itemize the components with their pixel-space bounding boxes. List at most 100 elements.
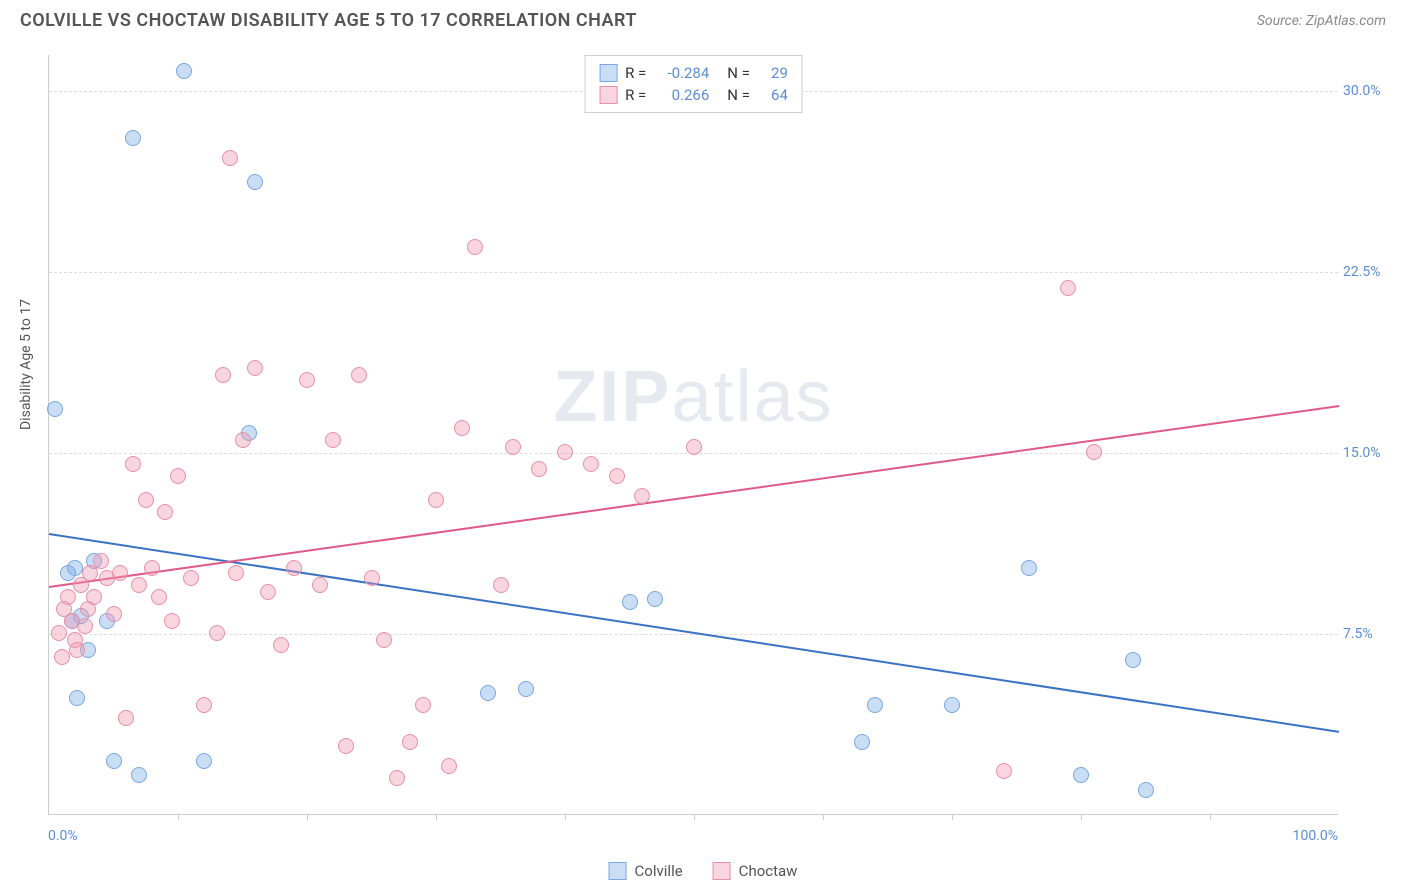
data-point	[505, 439, 521, 455]
data-point	[93, 553, 109, 569]
data-point	[222, 150, 238, 166]
data-point	[557, 444, 573, 460]
data-point	[415, 697, 431, 713]
data-point	[228, 565, 244, 581]
data-point	[686, 439, 702, 455]
trend-line	[49, 533, 1339, 733]
data-point	[69, 690, 85, 706]
data-point	[634, 488, 650, 504]
data-point	[196, 697, 212, 713]
chart-header: COLVILLE VS CHOCTAW DISABILITY AGE 5 TO …	[0, 0, 1406, 36]
data-point	[69, 642, 85, 658]
data-point	[273, 637, 289, 653]
gridline	[49, 272, 1338, 273]
data-point	[518, 681, 534, 697]
r-label: R =	[625, 86, 646, 104]
data-point	[312, 577, 328, 593]
data-point	[51, 625, 67, 641]
data-point	[609, 468, 625, 484]
data-point	[1138, 782, 1154, 798]
data-point	[389, 770, 405, 786]
data-point	[867, 697, 883, 713]
data-point	[338, 738, 354, 754]
data-point	[428, 492, 444, 508]
data-point	[376, 632, 392, 648]
data-point	[151, 589, 167, 605]
chart-plot-area: ZIPatlas 7.5%15.0%22.5%30.0% R =-0.284N …	[48, 55, 1338, 815]
data-point	[402, 734, 418, 750]
legend-row: R =0.266N =64	[599, 84, 788, 106]
data-point	[176, 63, 192, 79]
data-point	[118, 710, 134, 726]
x-tick	[952, 814, 953, 820]
data-point	[622, 594, 638, 610]
data-point	[247, 174, 263, 190]
data-point	[1086, 444, 1102, 460]
series-legend-item: Colville	[609, 862, 683, 880]
x-axis-max-label: 100.0%	[1293, 828, 1338, 844]
y-axis-label: Disability Age 5 to 17	[18, 299, 34, 430]
data-point	[493, 577, 509, 593]
legend-swatch	[599, 64, 617, 82]
data-point	[647, 591, 663, 607]
n-label: N =	[727, 64, 750, 82]
y-tick-label: 7.5%	[1343, 626, 1393, 642]
y-tick-label: 30.0%	[1343, 83, 1393, 99]
data-point	[157, 504, 173, 520]
data-point	[531, 461, 547, 477]
legend-swatch	[609, 862, 627, 880]
x-tick	[1081, 814, 1082, 820]
data-point	[144, 560, 160, 576]
n-label: N =	[727, 86, 750, 104]
data-point	[1060, 280, 1076, 296]
series-legend: Colville Choctaw	[609, 862, 798, 880]
data-point	[112, 565, 128, 581]
data-point	[467, 239, 483, 255]
legend-row: R =-0.284N =29	[599, 62, 788, 84]
y-tick-label: 15.0%	[1343, 445, 1393, 461]
data-point	[854, 734, 870, 750]
x-tick	[565, 814, 566, 820]
data-point	[1073, 767, 1089, 783]
data-point	[60, 589, 76, 605]
plot-surface: 7.5%15.0%22.5%30.0%	[49, 55, 1338, 814]
data-point	[996, 763, 1012, 779]
r-value: -0.284	[654, 64, 709, 82]
data-point	[1021, 560, 1037, 576]
data-point	[325, 432, 341, 448]
r-value: 0.266	[654, 86, 709, 104]
n-value: 29	[758, 64, 788, 82]
x-tick	[307, 814, 308, 820]
data-point	[351, 367, 367, 383]
correlation-legend: R =-0.284N =29R =0.266N =64	[584, 55, 803, 113]
data-point	[209, 625, 225, 641]
data-point	[125, 456, 141, 472]
x-tick	[178, 814, 179, 820]
x-tick	[694, 814, 695, 820]
series-name: Choctaw	[739, 862, 798, 880]
data-point	[183, 570, 199, 586]
x-tick	[1210, 814, 1211, 820]
data-point	[86, 589, 102, 605]
data-point	[131, 577, 147, 593]
series-name: Colville	[635, 862, 683, 880]
data-point	[77, 618, 93, 634]
x-tick	[436, 814, 437, 820]
data-point	[583, 456, 599, 472]
legend-swatch	[713, 862, 731, 880]
data-point	[235, 432, 251, 448]
chart-title: COLVILLE VS CHOCTAW DISABILITY AGE 5 TO …	[20, 10, 637, 31]
x-axis-min-label: 0.0%	[48, 828, 78, 844]
data-point	[138, 492, 154, 508]
data-point	[196, 753, 212, 769]
source-attribution: Source: ZipAtlas.com	[1257, 13, 1386, 29]
data-point	[364, 570, 380, 586]
data-point	[54, 649, 70, 665]
y-tick-label: 22.5%	[1343, 264, 1393, 280]
data-point	[131, 767, 147, 783]
data-point	[1125, 652, 1141, 668]
legend-swatch	[599, 86, 617, 104]
data-point	[441, 758, 457, 774]
data-point	[215, 367, 231, 383]
data-point	[47, 401, 63, 417]
